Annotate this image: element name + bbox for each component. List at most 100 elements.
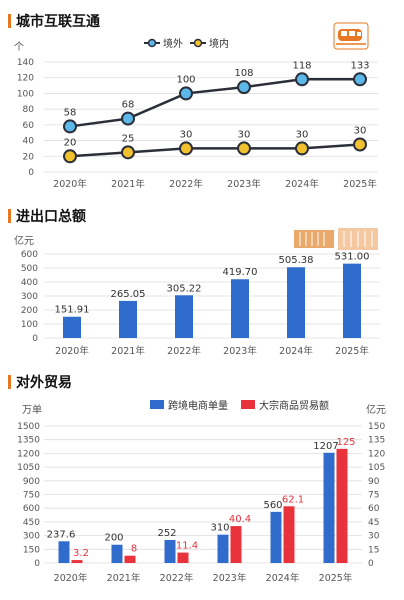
data-point	[353, 72, 367, 87]
y-tick-label-left: 300	[23, 532, 40, 542]
legend-label: 跨境电商单量	[168, 399, 228, 412]
y-tick-label-left: 450	[23, 518, 40, 528]
x-tick-label: 2020年	[55, 345, 89, 357]
data-label: 100	[176, 74, 195, 85]
x-tick-label: 2022年	[167, 345, 201, 357]
x-tick-label: 2025年	[319, 572, 353, 584]
data-point	[179, 141, 193, 156]
section-2-title: 进出口总额	[16, 208, 86, 225]
data-point	[295, 141, 309, 156]
y-tick-label: 100	[21, 320, 38, 330]
data-label: 1207	[313, 441, 338, 452]
data-point	[353, 137, 367, 152]
x-tick-label: 2024年	[266, 572, 300, 584]
data-label: 419.70	[223, 267, 258, 278]
x-tick-label: 2023年	[213, 572, 247, 584]
data-label: 8	[131, 544, 137, 555]
x-tick-label: 2021年	[111, 345, 145, 357]
data-label: 25	[122, 133, 135, 144]
data-label: 30	[180, 129, 193, 140]
legend-swatch	[241, 400, 255, 409]
y-axis-unit: 亿元	[14, 234, 34, 247]
x-tick-label: 2024年	[285, 178, 319, 190]
y-tick-label: 200	[21, 306, 38, 316]
x-tick-label: 2024年	[279, 345, 313, 357]
data-label: 237.6	[47, 529, 76, 540]
y-tick-label: 300	[21, 292, 38, 302]
y-tick-label-right: 45	[368, 518, 379, 528]
series-line-1	[69, 143, 361, 158]
y-tick-label: 20	[23, 152, 35, 162]
data-label: 30	[296, 129, 309, 140]
train-icon	[333, 22, 369, 50]
y-tick-label-right: 75	[368, 491, 379, 501]
y-tick-label-left: 1200	[17, 449, 40, 459]
chart-foreign-trade: 万单 亿元 0 150 300 450 600 750 900 1050 1200 1350 1500 0…	[17, 399, 386, 584]
bar	[287, 267, 305, 338]
data-label: 305.22	[167, 283, 202, 294]
x-tick-label: 2025年	[335, 345, 369, 357]
data-label: 531.00	[335, 252, 370, 263]
x-tick-label: 2023年	[223, 345, 257, 357]
y-tick-label-left: 0	[34, 559, 40, 569]
y-tick-label-left: 750	[23, 491, 40, 501]
data-label: 20	[64, 137, 77, 148]
data-point	[179, 86, 193, 101]
bar-cross-border-ecommerce	[111, 544, 123, 563]
data-label: 11.4	[176, 541, 198, 552]
data-label: 200	[104, 533, 123, 544]
data-point	[237, 80, 251, 95]
data-label: 62.1	[282, 494, 304, 505]
y-tick-label: 60	[23, 121, 35, 131]
data-label: 133	[350, 60, 369, 71]
data-label: 125	[336, 437, 355, 448]
x-tick-label: 2022年	[160, 572, 194, 584]
bar-cross-border-ecommerce	[217, 534, 229, 563]
x-tick-label: 2023年	[227, 178, 261, 190]
data-label: 505.38	[279, 255, 314, 266]
bar-cross-border-ecommerce	[323, 452, 335, 563]
y-tick-label-left: 900	[23, 477, 40, 487]
data-label: 40.4	[229, 514, 251, 525]
y-tick-label-right: 60	[368, 504, 380, 514]
bar-bulk-commodity	[336, 448, 348, 563]
bar-cross-border-ecommerce	[58, 541, 70, 563]
data-label: 30	[354, 126, 367, 137]
x-tick-label: 2020年	[54, 572, 88, 584]
y-tick-label: 100	[17, 89, 34, 99]
legend-label: 境外	[163, 37, 183, 50]
x-tick-label: 2025年	[343, 178, 377, 190]
y-tick-label: 500	[21, 264, 38, 274]
data-point	[121, 145, 135, 160]
bar-bulk-commodity	[124, 555, 136, 563]
data-label: 310	[210, 523, 229, 534]
y-tick-label-right: 105	[368, 463, 385, 473]
y-axis-unit-right: 亿元	[366, 403, 386, 416]
x-tick-label: 2021年	[107, 572, 141, 584]
data-point	[121, 111, 135, 126]
data-label: 560	[263, 500, 282, 511]
data-point	[63, 149, 77, 164]
bar-cross-border-ecommerce	[270, 511, 282, 563]
chart-city-connectivity: 个 0 20 40 60 80 100 120 140 2020年 2021年 2022年 2023年 2…	[14, 37, 378, 190]
bar	[231, 279, 249, 338]
legend-marker	[193, 38, 203, 48]
y-tick-label: 80	[23, 105, 35, 115]
y-tick-label: 40	[23, 137, 35, 147]
legend-marker	[147, 38, 157, 48]
data-label: 108	[234, 68, 253, 79]
y-tick-label: 400	[21, 278, 38, 288]
y-tick-label-right: 90	[368, 477, 380, 487]
section-1-title: 城市互联互通	[16, 13, 100, 30]
y-tick-label-right: 150	[368, 422, 385, 432]
bar	[343, 263, 361, 338]
section-3-marker	[8, 375, 11, 389]
series-line-0	[69, 78, 360, 128]
data-label: 58	[64, 107, 77, 118]
data-point	[63, 119, 77, 134]
x-tick-label: 2022年	[169, 178, 203, 190]
data-label: 118	[292, 60, 311, 71]
section-1-marker	[8, 14, 11, 28]
bar-cross-border-ecommerce	[164, 539, 176, 563]
